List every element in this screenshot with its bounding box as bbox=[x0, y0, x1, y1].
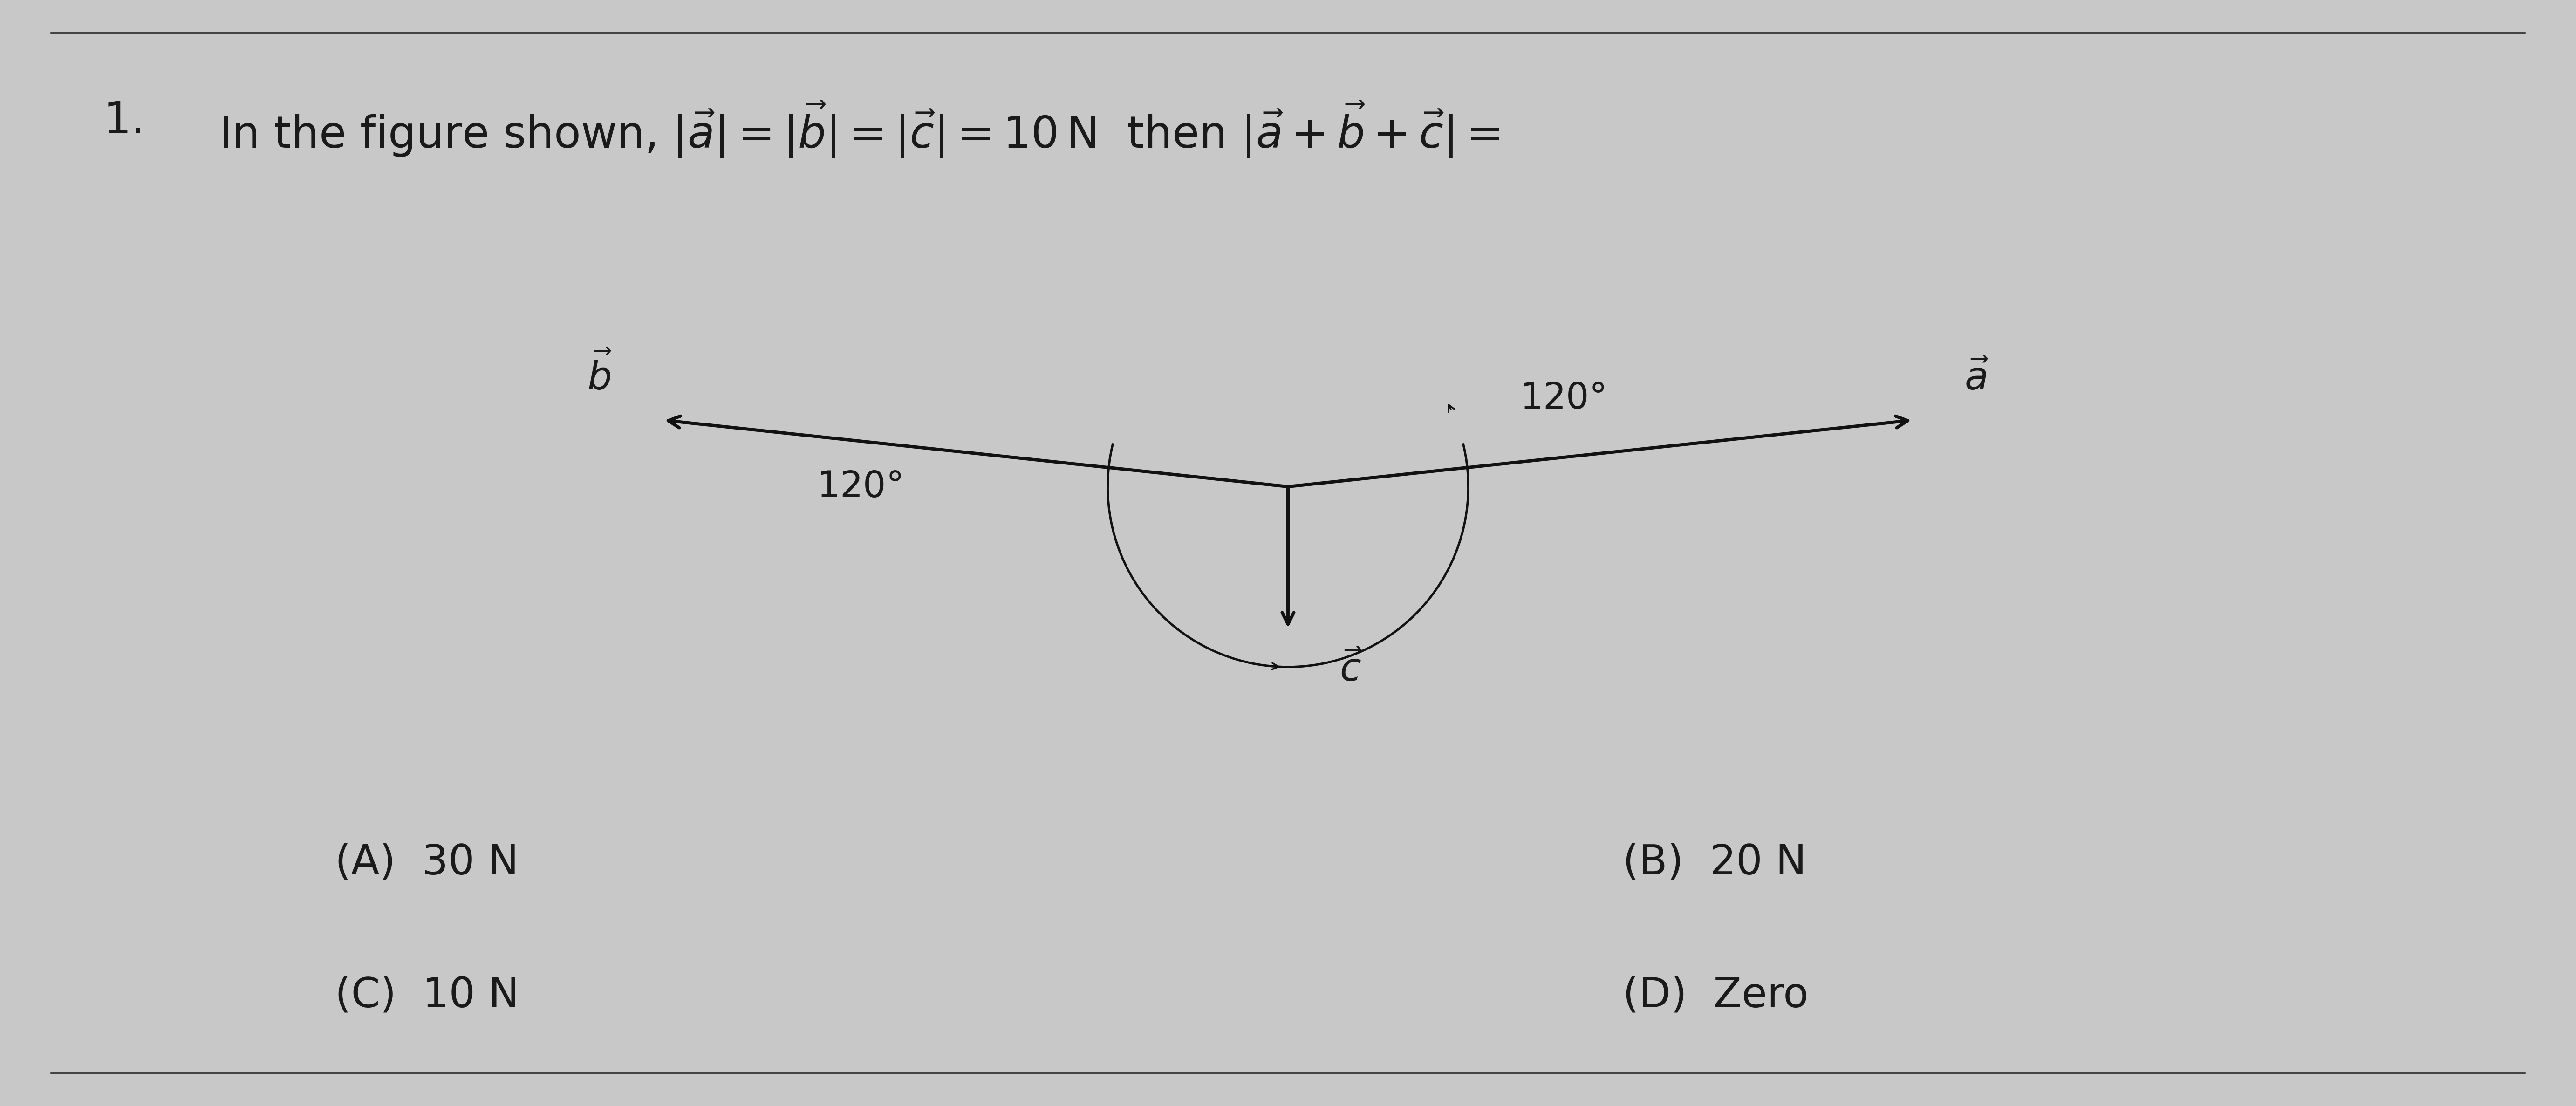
Text: $\vec{a}$: $\vec{a}$ bbox=[1963, 361, 1989, 398]
Text: (C)  10 N: (C) 10 N bbox=[335, 975, 520, 1015]
Text: 1.: 1. bbox=[103, 100, 144, 143]
Text: (A)  30 N: (A) 30 N bbox=[335, 843, 518, 883]
Text: In the figure shown, $|\vec{a}|=|\vec{b}|=|\vec{c}|=10\,\mathrm{N}$  then $|\vec: In the figure shown, $|\vec{a}|=|\vec{b}… bbox=[219, 100, 1499, 159]
Text: $120°$: $120°$ bbox=[817, 469, 902, 504]
Text: $\vec{c}$: $\vec{c}$ bbox=[1340, 651, 1363, 689]
Text: $\vec{b}$: $\vec{b}$ bbox=[587, 353, 613, 398]
Text: $120°$: $120°$ bbox=[1520, 380, 1605, 416]
Text: (B)  20 N: (B) 20 N bbox=[1623, 843, 1806, 883]
Text: (D)  Zero: (D) Zero bbox=[1623, 975, 1808, 1015]
